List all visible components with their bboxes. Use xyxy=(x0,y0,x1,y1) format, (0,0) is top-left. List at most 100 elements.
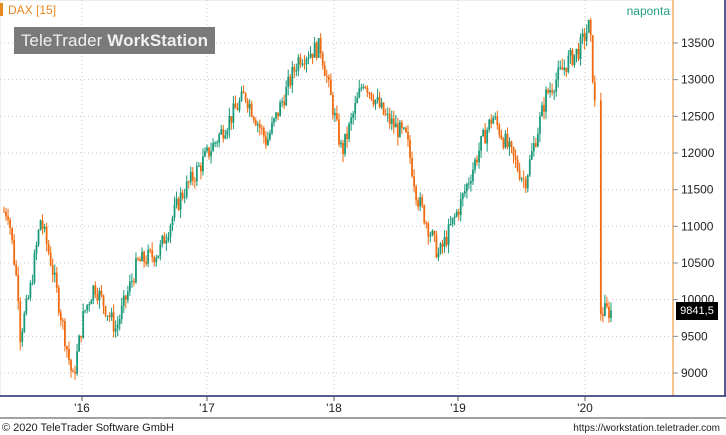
candle-body xyxy=(567,55,570,72)
candle-body xyxy=(591,35,594,83)
candle-body xyxy=(583,33,586,41)
candle-body xyxy=(405,127,407,133)
candle-body xyxy=(100,290,103,296)
candle-body xyxy=(366,87,369,93)
instrument-title[interactable]: DAX [15] xyxy=(8,3,57,17)
candle-body xyxy=(329,79,332,96)
candle-body xyxy=(226,130,229,136)
candle-body xyxy=(244,93,247,101)
candle-body xyxy=(149,249,152,251)
candle-body xyxy=(193,180,196,182)
candle-body xyxy=(299,57,302,65)
candle-body xyxy=(141,251,143,262)
candle-body xyxy=(530,151,533,160)
source-url[interactable]: https://workstation.teletrader.com xyxy=(573,423,720,434)
candle-body xyxy=(135,258,137,283)
candle-body xyxy=(7,216,9,220)
candle-body xyxy=(384,114,387,116)
candle-body xyxy=(57,287,60,313)
candle-body xyxy=(94,285,97,295)
candle-body xyxy=(15,264,18,275)
candle-body xyxy=(252,116,255,121)
candle-body xyxy=(118,318,121,325)
candle-body xyxy=(608,306,610,319)
copyright-text: © 2020 TeleTrader Software GmbH xyxy=(2,422,174,434)
candle-body xyxy=(169,225,172,237)
candle-body xyxy=(248,103,251,109)
candle-body xyxy=(380,102,383,108)
candle-body xyxy=(490,119,493,124)
candle-body xyxy=(340,142,342,145)
candle-body xyxy=(277,112,279,117)
candle-body xyxy=(122,295,125,306)
period-label[interactable]: naponta xyxy=(626,4,670,18)
candle-body xyxy=(334,113,336,116)
candles-layer xyxy=(3,17,612,380)
candle-body xyxy=(321,53,324,66)
candle-body xyxy=(262,128,265,137)
candle-body xyxy=(563,67,566,70)
candle-body xyxy=(31,282,34,284)
candle-body xyxy=(33,253,36,283)
candle-body xyxy=(222,129,225,139)
candle-body xyxy=(161,235,164,244)
y-tick-label: 9500 xyxy=(681,329,708,343)
candle-body xyxy=(171,217,174,226)
candle-body xyxy=(565,67,568,72)
candle-body xyxy=(189,171,192,183)
candle-body xyxy=(427,223,430,237)
candle-body xyxy=(236,108,239,111)
candle-body xyxy=(494,116,497,118)
candle-body xyxy=(553,91,556,93)
candle-body xyxy=(313,42,316,58)
candle-body xyxy=(327,76,330,80)
candle-body xyxy=(66,346,68,350)
candle-body xyxy=(413,176,415,187)
title-marker xyxy=(0,3,3,16)
candle-body xyxy=(137,258,139,260)
candle-body xyxy=(220,129,223,135)
candle-body xyxy=(599,100,602,315)
grid-layer xyxy=(0,0,726,419)
candle-body xyxy=(325,75,328,77)
candle-body xyxy=(362,86,365,88)
candle-body xyxy=(508,141,511,148)
logo-light-text: TeleTrader xyxy=(20,31,108,50)
candle-body xyxy=(11,227,14,240)
candle-body xyxy=(504,133,507,148)
candle-body xyxy=(425,223,428,225)
candle-body xyxy=(429,235,432,237)
candle-body xyxy=(472,169,474,182)
candle-body xyxy=(331,95,334,116)
candle-body xyxy=(378,97,381,108)
candle-body xyxy=(9,219,11,228)
candle-body xyxy=(510,141,513,148)
candle-body xyxy=(532,143,535,152)
candle-body xyxy=(470,181,472,184)
candle-body xyxy=(29,283,32,298)
last-value-badge: 9841,5 xyxy=(676,302,718,320)
candle-body xyxy=(342,142,344,155)
candle-body xyxy=(90,300,93,305)
candle-body xyxy=(415,186,418,201)
candle-body xyxy=(589,19,592,36)
candle-body xyxy=(212,142,215,152)
candle-body xyxy=(98,290,101,301)
candle-body xyxy=(216,142,219,144)
candle-body xyxy=(143,251,145,262)
candle-body xyxy=(82,310,85,338)
candle-body xyxy=(153,257,156,263)
candle-body xyxy=(528,159,531,176)
candle-body xyxy=(55,272,58,288)
candle-body xyxy=(346,133,348,139)
candle-body xyxy=(549,90,551,93)
candle-body xyxy=(157,255,160,259)
candle-body xyxy=(175,198,178,205)
candle-body xyxy=(522,178,525,180)
candle-body xyxy=(106,315,109,317)
candle-body xyxy=(167,236,170,241)
candle-body xyxy=(202,156,204,172)
candle-body xyxy=(112,312,115,332)
candle-body xyxy=(159,243,162,256)
candle-body xyxy=(214,142,217,144)
